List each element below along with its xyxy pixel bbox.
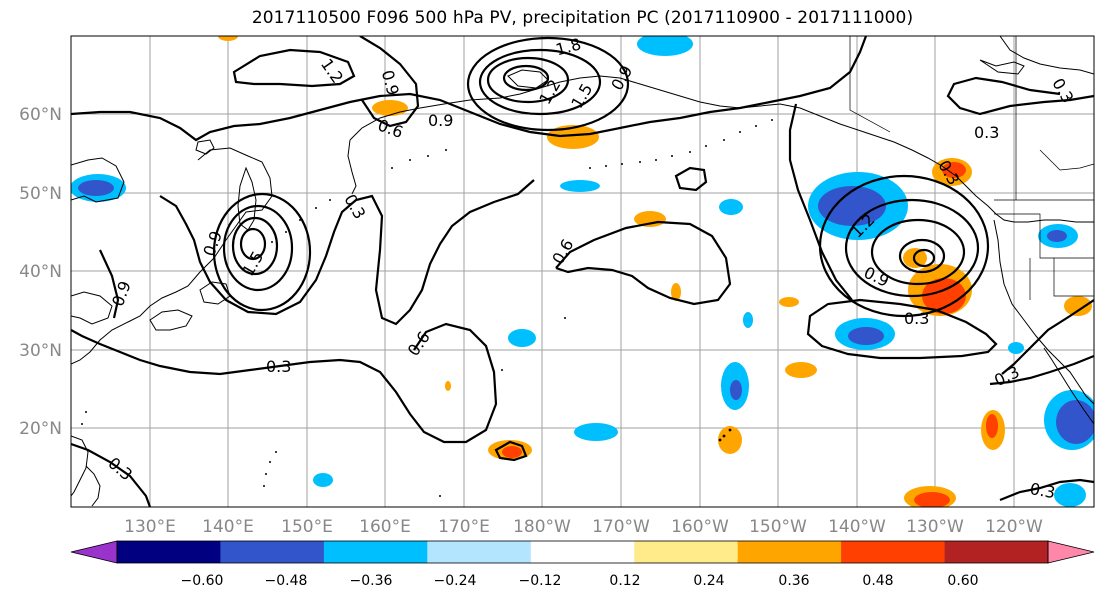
map-border	[70, 35, 1095, 508]
lon-label: 130°E	[124, 517, 176, 537]
colorbar-tick: −0.60	[181, 573, 224, 589]
colorbar-cell	[634, 541, 739, 563]
lon-label: 180°W	[513, 517, 571, 537]
lon-label: 140°W	[828, 517, 886, 537]
lat-label: 40°N	[19, 262, 62, 282]
colorbar-tick: 0.24	[693, 573, 724, 589]
colorbar-cell	[117, 541, 221, 563]
contour-label: 0.9	[428, 111, 453, 130]
contour-label: 0.3	[1028, 479, 1056, 502]
lat-label: 50°N	[19, 184, 62, 204]
colorbar-cells	[70, 540, 1095, 564]
lat-label: 30°N	[19, 341, 62, 361]
longitude-labels: 130°E 140°E 150°E 160°E 170°E 180°W 170°…	[124, 517, 1043, 537]
colorbar-tick: −0.24	[434, 573, 477, 589]
island-chain	[81, 119, 773, 497]
contour-label: 0.3	[266, 357, 291, 376]
lon-label: 160°E	[359, 517, 411, 537]
colorbar-cell	[323, 541, 428, 563]
colorbar-frame	[116, 540, 1049, 564]
colorbar-tick: −0.12	[519, 573, 562, 589]
lon-label: 170°E	[438, 517, 490, 537]
contour-label: 1.8	[554, 34, 584, 59]
contour-label: 0.3	[904, 309, 929, 328]
pv-contours	[71, 36, 1094, 507]
lat-label: 60°N	[19, 105, 62, 125]
colorbar-cell	[841, 541, 946, 563]
colorbar-cell	[427, 541, 532, 563]
lon-label: 130°W	[906, 517, 964, 537]
colorbar-cell	[737, 541, 842, 563]
lat-label: 20°N	[19, 419, 62, 439]
political-borders	[849, 36, 1094, 300]
lon-label: 120°W	[985, 517, 1043, 537]
colorbar-tick: 0.12	[609, 573, 640, 589]
colorbar-extend-min	[70, 540, 118, 564]
colorbar-cell	[220, 541, 325, 563]
map-title: 2017110500 F096 500 hPa PV, precipitatio…	[251, 8, 914, 28]
colorbar-extend-max	[1047, 540, 1095, 564]
colorbar-tick: −0.48	[265, 573, 308, 589]
lon-label: 170°W	[592, 517, 650, 537]
lon-label: 160°W	[671, 517, 729, 537]
colorbar-tick: −0.36	[350, 573, 393, 589]
colorbar-tick: 0.48	[862, 573, 893, 589]
lon-label: 140°E	[202, 517, 254, 537]
colorbar-cell	[530, 541, 635, 563]
contour-label: 0.3	[974, 123, 999, 142]
lon-label: 150°E	[281, 517, 333, 537]
graticule	[71, 36, 1094, 507]
colorbar-cell	[944, 541, 1049, 563]
colorbar-tick: 0.36	[778, 573, 809, 589]
lon-label: 150°W	[749, 517, 807, 537]
colorbar: −0.60 −0.48 −0.36 −0.24 −0.12 0.12 0.24 …	[70, 540, 1095, 589]
latitude-labels: 60°N 50°N 40°N 30°N 20°N	[19, 105, 62, 439]
colorbar-tick: 0.60	[947, 573, 978, 589]
colorbar-ticks: −0.60 −0.48 −0.36 −0.24 −0.12 0.12 0.24 …	[181, 573, 979, 589]
